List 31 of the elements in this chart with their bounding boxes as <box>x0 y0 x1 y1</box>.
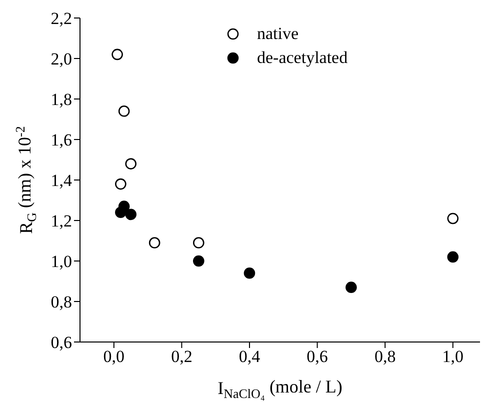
point <box>192 237 204 248</box>
point <box>447 212 459 224</box>
y-tick-label: 1,4 <box>50 171 72 190</box>
x-tick-label: 0,2 <box>171 347 192 366</box>
y-tick-label: 1,0 <box>50 252 72 272</box>
x-tick-label: 0,6 <box>306 347 328 366</box>
point <box>125 158 136 170</box>
point <box>346 282 357 293</box>
y-tick-label: 1,6 <box>50 130 72 150</box>
point <box>148 237 160 248</box>
legend-label: native <box>257 24 299 44</box>
y-tick-label: 0,8 <box>50 292 72 312</box>
x-tick-label: 0,0 <box>103 347 125 366</box>
point <box>115 178 126 190</box>
point <box>244 268 256 279</box>
point <box>118 106 130 117</box>
point <box>447 251 459 263</box>
legend-label: de-acetylated <box>257 48 348 68</box>
y-tick-label: 0,6 <box>50 333 72 352</box>
y-tick-label: 1,2 <box>50 212 72 231</box>
point <box>112 48 123 60</box>
y-tick-label: 2,2 <box>50 9 72 28</box>
x-tick-label: 0,8 <box>374 347 396 366</box>
point <box>118 200 130 212</box>
point <box>125 208 136 220</box>
x-tick-label: 0,4 <box>238 347 261 366</box>
y-tick-label: 2,0 <box>50 50 72 69</box>
y-tick-label: 1,8 <box>50 90 72 110</box>
point <box>192 255 204 267</box>
x-tick-label: 1,0 <box>442 347 464 366</box>
x-axis-title: I$_{NaClO₄}$ (mole / L) <box>218 376 342 401</box>
